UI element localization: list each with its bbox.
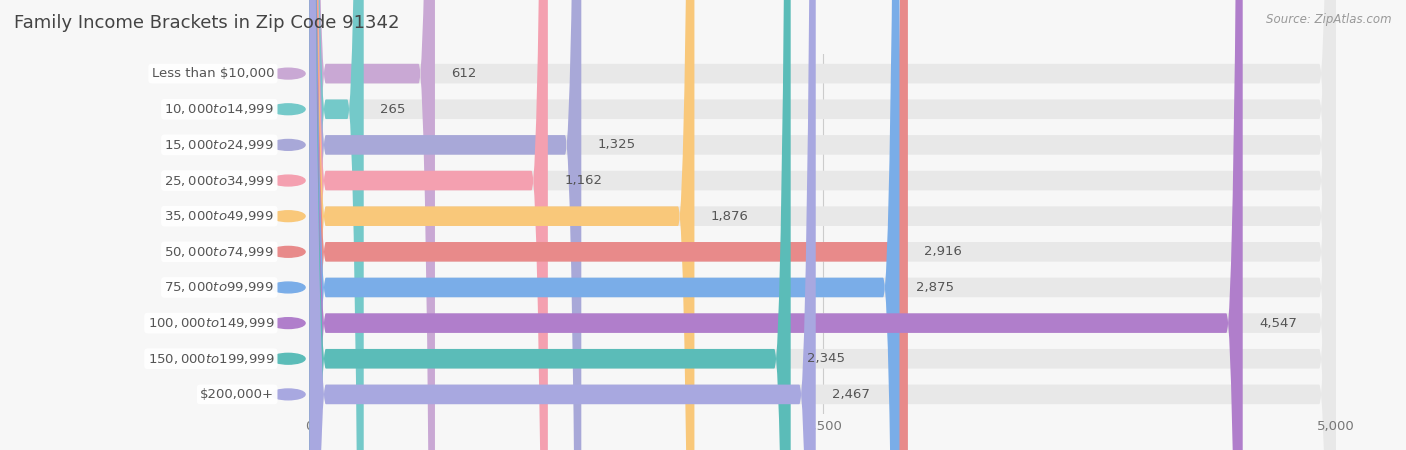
FancyBboxPatch shape: [309, 0, 548, 450]
FancyBboxPatch shape: [309, 0, 815, 450]
FancyBboxPatch shape: [309, 0, 1336, 450]
FancyBboxPatch shape: [309, 0, 1336, 450]
Text: 1,325: 1,325: [598, 139, 636, 151]
Text: $200,000+: $200,000+: [200, 388, 274, 401]
Text: 265: 265: [380, 103, 405, 116]
Text: $10,000 to $14,999: $10,000 to $14,999: [165, 102, 274, 116]
Text: 4,547: 4,547: [1260, 317, 1296, 329]
FancyBboxPatch shape: [309, 0, 1336, 450]
Text: Source: ZipAtlas.com: Source: ZipAtlas.com: [1267, 14, 1392, 27]
Text: Family Income Brackets in Zip Code 91342: Family Income Brackets in Zip Code 91342: [14, 14, 399, 32]
FancyBboxPatch shape: [309, 0, 364, 450]
FancyBboxPatch shape: [309, 0, 1336, 450]
Text: $25,000 to $34,999: $25,000 to $34,999: [165, 174, 274, 188]
Text: 2,467: 2,467: [832, 388, 870, 401]
Text: $75,000 to $99,999: $75,000 to $99,999: [165, 280, 274, 294]
Text: $35,000 to $49,999: $35,000 to $49,999: [165, 209, 274, 223]
Text: 2,345: 2,345: [807, 352, 845, 365]
Text: $100,000 to $149,999: $100,000 to $149,999: [148, 316, 274, 330]
Text: 1,162: 1,162: [564, 174, 602, 187]
FancyBboxPatch shape: [309, 0, 1336, 450]
Text: $50,000 to $74,999: $50,000 to $74,999: [165, 245, 274, 259]
FancyBboxPatch shape: [309, 0, 1336, 450]
FancyBboxPatch shape: [309, 0, 1336, 450]
FancyBboxPatch shape: [309, 0, 1336, 450]
FancyBboxPatch shape: [309, 0, 790, 450]
FancyBboxPatch shape: [309, 0, 695, 450]
FancyBboxPatch shape: [309, 0, 1336, 450]
FancyBboxPatch shape: [309, 0, 1243, 450]
FancyBboxPatch shape: [309, 0, 434, 450]
Text: 2,875: 2,875: [915, 281, 953, 294]
FancyBboxPatch shape: [309, 0, 581, 450]
Text: Less than $10,000: Less than $10,000: [152, 67, 274, 80]
Text: 612: 612: [451, 67, 477, 80]
FancyBboxPatch shape: [309, 0, 908, 450]
Text: $15,000 to $24,999: $15,000 to $24,999: [165, 138, 274, 152]
Text: 1,876: 1,876: [711, 210, 749, 223]
Text: 2,916: 2,916: [924, 245, 962, 258]
Text: $150,000 to $199,999: $150,000 to $199,999: [148, 352, 274, 366]
FancyBboxPatch shape: [309, 0, 1336, 450]
FancyBboxPatch shape: [309, 0, 900, 450]
